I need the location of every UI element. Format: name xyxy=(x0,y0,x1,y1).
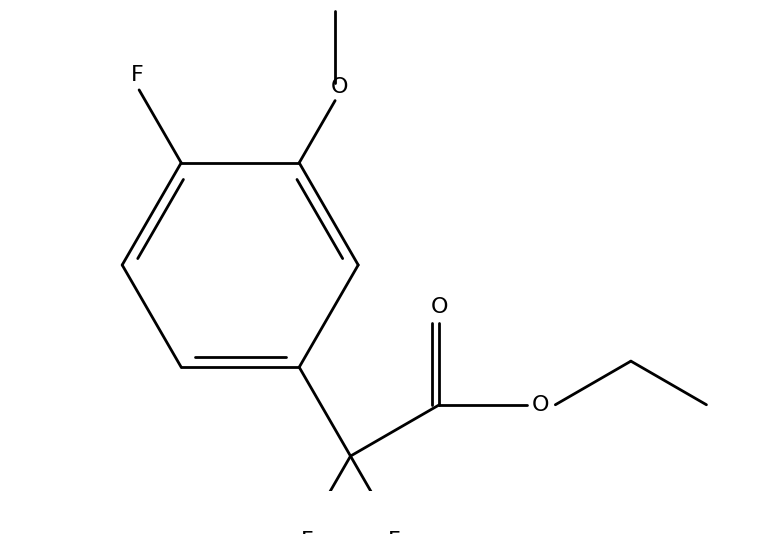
Text: O: O xyxy=(431,296,448,317)
Text: F: F xyxy=(300,531,314,534)
Text: F: F xyxy=(387,531,401,534)
Text: F: F xyxy=(131,65,143,85)
Text: O: O xyxy=(531,395,549,415)
Text: O: O xyxy=(331,77,348,98)
